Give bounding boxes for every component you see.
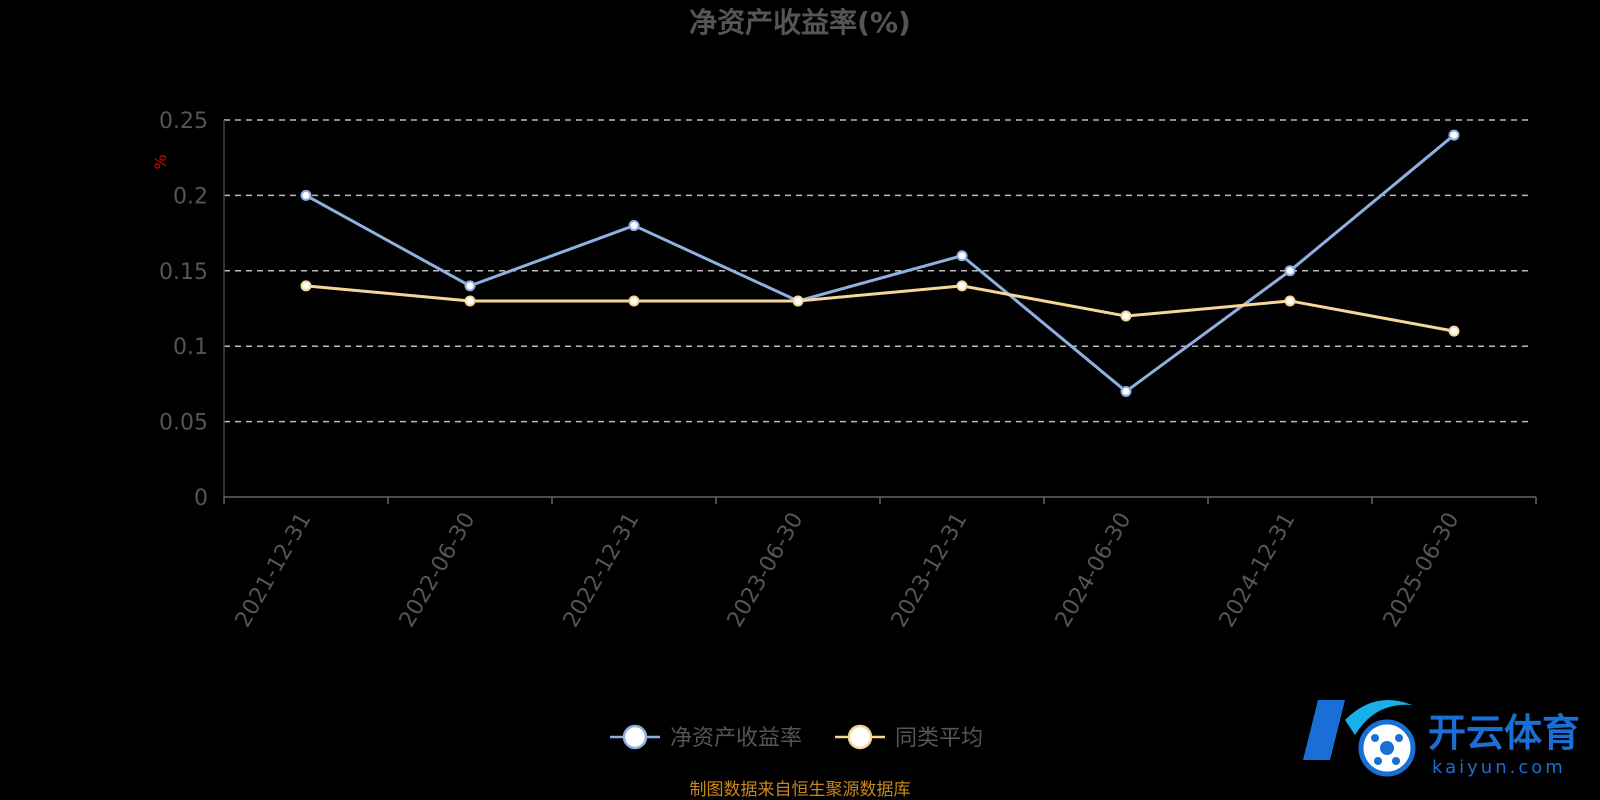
legend-label: 同类平均 bbox=[895, 726, 983, 751]
data-point bbox=[1284, 265, 1296, 277]
data-point bbox=[300, 189, 312, 201]
data-point bbox=[792, 295, 804, 307]
kaiyun-logo: 开云体育 kaiyun.com bbox=[1303, 700, 1580, 778]
legend-label: 净资产收益率 bbox=[670, 726, 802, 751]
legend-marker bbox=[847, 724, 873, 750]
data-point bbox=[1448, 325, 1460, 337]
series-line bbox=[305, 284, 1455, 333]
data-point bbox=[956, 250, 968, 262]
data-point bbox=[1120, 310, 1132, 322]
x-tick-label: 2023-12-31 bbox=[887, 509, 973, 632]
data-point bbox=[464, 280, 476, 292]
y-tick-label: 0.25 bbox=[159, 109, 208, 134]
chart-title: 净资产收益率(%) bbox=[689, 6, 911, 39]
y-tick-label: 0.2 bbox=[173, 184, 208, 209]
x-tick-label: 2025-06-30 bbox=[1379, 509, 1465, 632]
y-tick-label: 0.1 bbox=[173, 335, 208, 360]
watermark-brand: 开云体育 bbox=[1428, 711, 1580, 755]
y-tick-label: 0 bbox=[194, 486, 208, 511]
data-point bbox=[1448, 129, 1460, 141]
y-tick-label: 0.05 bbox=[159, 411, 208, 436]
x-tick-label: 2023-06-30 bbox=[723, 509, 809, 632]
data-point bbox=[464, 295, 476, 307]
y-tick-label: 0.15 bbox=[159, 260, 208, 285]
legend-marker bbox=[622, 724, 648, 750]
data-point bbox=[628, 220, 640, 232]
kaiyun-logo-icon bbox=[1303, 700, 1416, 777]
data-point bbox=[956, 280, 968, 292]
data-point bbox=[1120, 385, 1132, 397]
y-axis-unit: % bbox=[151, 154, 170, 169]
series-line bbox=[305, 133, 1455, 393]
x-tick-label: 2024-06-30 bbox=[1051, 509, 1137, 632]
x-tick-label: 2022-12-31 bbox=[559, 509, 645, 632]
x-tick-label: 2024-12-31 bbox=[1215, 509, 1301, 632]
data-point bbox=[300, 280, 312, 292]
source-note: 制图数据来自恒生聚源数据库 bbox=[690, 780, 911, 800]
x-tick-label: 2021-12-31 bbox=[231, 509, 317, 632]
x-tick-label: 2022-06-30 bbox=[395, 509, 481, 632]
data-point bbox=[628, 295, 640, 307]
data-point bbox=[1284, 295, 1296, 307]
watermark-sub: kaiyun.com bbox=[1432, 757, 1566, 778]
